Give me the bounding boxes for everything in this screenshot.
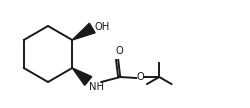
Text: O: O	[115, 46, 123, 56]
Text: OH: OH	[94, 22, 110, 32]
Text: NH: NH	[89, 82, 104, 92]
Polygon shape	[72, 23, 95, 40]
Text: O: O	[136, 72, 144, 82]
Polygon shape	[72, 68, 92, 85]
